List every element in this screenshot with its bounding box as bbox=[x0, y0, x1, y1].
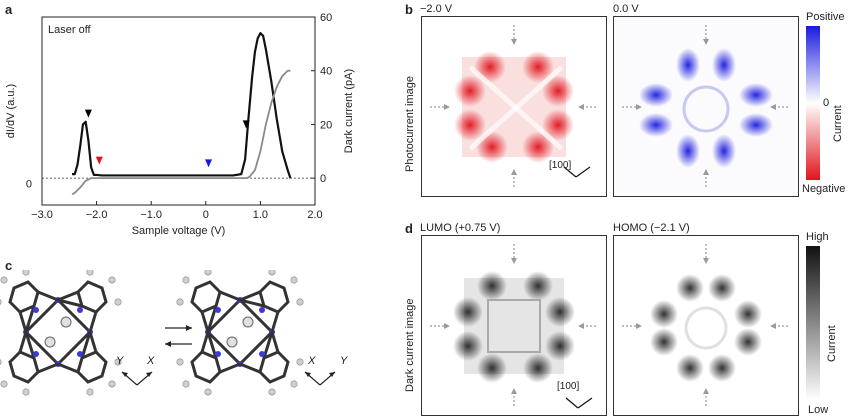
x-tick-label: 1.0 bbox=[253, 209, 268, 221]
didv-curve bbox=[72, 32, 292, 179]
x-tick-label: −1.0 bbox=[140, 209, 162, 221]
y-left-axis-label: dI/dV (a.u.) bbox=[5, 84, 17, 138]
colorbar-d bbox=[806, 246, 820, 400]
panel-c-letter: c bbox=[5, 258, 13, 273]
axis-label-y-left: Y bbox=[116, 355, 124, 367]
molecule-diagram bbox=[0, 270, 336, 397]
dark-current-curve bbox=[71, 69, 291, 196]
x-tick-label: 0 bbox=[203, 209, 209, 221]
panel-a-letter: a bbox=[5, 2, 13, 17]
colorbar-b-title: Current bbox=[832, 105, 844, 142]
x-tick-label: −3.0 bbox=[31, 209, 53, 221]
voltage-marker bbox=[205, 159, 213, 168]
voltage-marker bbox=[84, 109, 92, 118]
plot-frame bbox=[41, 16, 316, 206]
colorbar-b bbox=[806, 26, 820, 180]
map-title-b-left: −2.0 V bbox=[420, 3, 453, 15]
y-right-tick-label: 0 bbox=[320, 173, 326, 185]
colorbar-d-top: High bbox=[806, 231, 829, 243]
row-label-photocurrent: Photocurrent image bbox=[404, 76, 416, 172]
y-right-axis-label: Dark current (pA) bbox=[343, 69, 355, 153]
axis-label-x-right: X bbox=[308, 355, 316, 367]
panel-d-letter: d bbox=[405, 221, 413, 236]
panel-b-letter: b bbox=[405, 2, 413, 17]
map-title-d-left: LUMO (+0.75 V) bbox=[420, 222, 501, 234]
dark-current-map-lumo bbox=[421, 235, 607, 416]
direction-label-b: [100] bbox=[549, 160, 572, 171]
map-title-b-right: 0.0 V bbox=[613, 3, 639, 15]
voltage-marker bbox=[242, 120, 250, 129]
y-right-tick-label: 40 bbox=[320, 66, 332, 78]
colorbar-d-bottom: Low bbox=[808, 404, 829, 416]
colorbar-b-top: Positive bbox=[806, 11, 845, 23]
map-title-d-right: HOMO (−2.1 V) bbox=[613, 222, 690, 234]
spectrum-chart: −3.0 −2.0 −1.0 0 1.0 2.0 0 20 40 60 0 Sample voltag… bbox=[5, 12, 355, 237]
x-tick-label: 2.0 bbox=[307, 209, 322, 221]
axis-label-y-right: Y bbox=[340, 355, 348, 367]
colorbar-b-zero: 0 bbox=[823, 97, 830, 109]
photocurrent-map-neg2v bbox=[421, 16, 607, 197]
row-label-dark-current: Dark current image bbox=[404, 298, 416, 392]
x-axis-label: Sample voltage (V) bbox=[132, 225, 226, 237]
x-tick-label: −2.0 bbox=[86, 209, 108, 221]
colorbar-d-title: Current bbox=[826, 325, 838, 362]
y-left-tick-label: 0 bbox=[26, 179, 32, 191]
y-right-tick-label: 20 bbox=[320, 119, 332, 131]
dark-current-map-homo bbox=[613, 235, 799, 416]
voltage-marker bbox=[95, 156, 103, 165]
laser-off-label: Laser off bbox=[48, 24, 92, 36]
y-right-tick-label: 60 bbox=[320, 12, 332, 24]
colorbar-b-bottom: Negative bbox=[802, 183, 846, 195]
axis-label-x-left: X bbox=[147, 355, 155, 367]
photocurrent-map-0v bbox=[613, 16, 799, 197]
direction-label-d: [100] bbox=[557, 381, 580, 392]
